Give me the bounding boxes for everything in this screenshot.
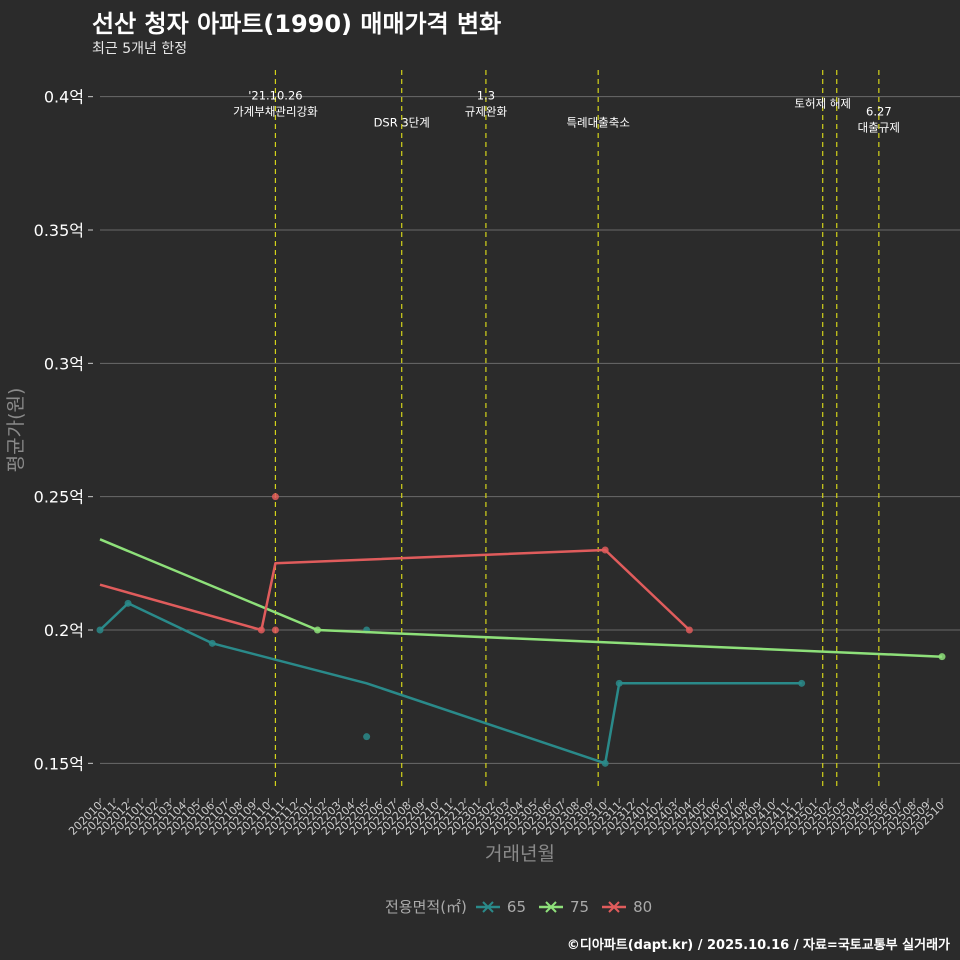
legend-key-80: 80 — [601, 898, 652, 916]
event-label: '21.10.26 — [248, 89, 302, 103]
legend: 전용면적(㎡) 65 75 80 — [385, 896, 652, 917]
y-tick-label: 0.2억 — [44, 621, 84, 640]
y-tick-label: 0.25억 — [34, 488, 84, 507]
event-label: 특례대출축소 — [566, 115, 629, 129]
data-point-80 — [271, 493, 279, 501]
event-label: 대출규제 — [858, 121, 900, 135]
data-point-65 — [124, 599, 132, 607]
legend-swatch-icon — [475, 900, 500, 913]
y-tick-label: 0.4억 — [44, 88, 84, 107]
series-line-75 — [99, 538, 943, 658]
event-label: 토허제 해제 — [794, 97, 851, 111]
legend-swatch-icon — [602, 900, 627, 913]
data-point-80 — [685, 626, 693, 634]
event-label: DSR 3단계 — [374, 115, 430, 129]
data-point-80 — [271, 626, 279, 634]
data-point-80 — [601, 546, 609, 554]
legend-swatch-icon — [539, 900, 563, 913]
series-line-65 — [99, 602, 802, 765]
x-axis-label: 거래년월 — [485, 843, 555, 865]
legend-label: 75 — [570, 897, 590, 916]
data-point-65 — [615, 679, 623, 687]
event-label: 6.27 — [866, 105, 892, 119]
legend-key-65: 65 — [475, 898, 526, 916]
data-point-65 — [96, 626, 104, 634]
y-tick-label: 0.35억 — [34, 221, 84, 240]
data-point-80 — [257, 626, 265, 634]
legend-keys: 65 75 80 — [475, 898, 652, 916]
data-point-65 — [363, 733, 371, 741]
event-label: 규제완화 — [465, 105, 508, 119]
data-point-65 — [208, 639, 216, 647]
data-point-65 — [601, 759, 609, 767]
event-label: 가계부채관리강화 — [233, 105, 318, 119]
data-point-75 — [938, 653, 946, 661]
series-line-80 — [99, 548, 691, 632]
y-tick-label: 0.15억 — [34, 754, 84, 773]
legend-key-75: 75 — [538, 898, 589, 916]
data-point-75 — [314, 626, 322, 634]
data-point-65 — [798, 679, 806, 687]
y-tick-label: 0.3억 — [44, 354, 84, 373]
legend-label: 80 — [633, 897, 653, 916]
chart-subtitle: 최근 5개년 한정 — [92, 41, 188, 57]
legend-label: 65 — [506, 897, 526, 916]
chart-title: 선산 청자 아파트(1990) 매매가격 변화 — [92, 10, 502, 38]
legend-title: 전용면적(㎡) — [385, 898, 467, 916]
y-axis-label: 평균가(원) — [5, 388, 27, 473]
source-credit: ©디아파트(dapt.kr) / 2025.10.16 / 자료=국토교통부 실… — [566, 938, 950, 953]
event-label: 1.3 — [477, 89, 495, 103]
